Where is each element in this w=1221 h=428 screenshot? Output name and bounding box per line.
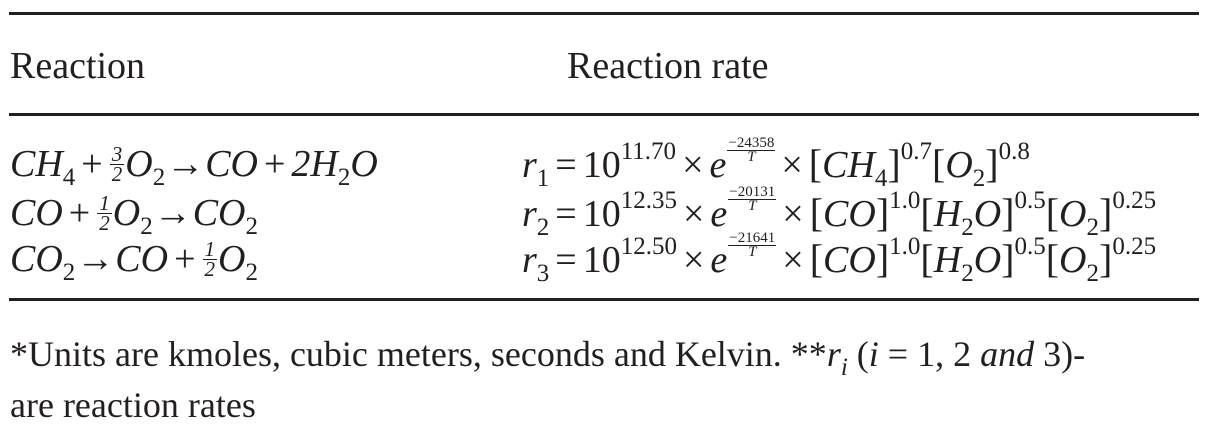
- reaction-1: CH4 +3 2 O2→CO +2H2O: [10, 141, 378, 191]
- table-footnote: *Units are kmoles, cubic meters, seconds…: [10, 334, 1086, 425]
- top-rule: [9, 12, 1199, 15]
- header-rule: [9, 113, 1199, 116]
- reaction-2: CO +1 2 O2→CO2: [10, 190, 258, 240]
- reaction-rate-3: r3 = 1012.50 × e −21641 T × [CO]1.0[H2O]0.5[O2]0…: [522, 230, 1157, 288]
- column-header-reaction: Reaction: [10, 45, 146, 87]
- reaction-3: CO2→CO +1 2 O2: [10, 236, 258, 286]
- bottom-rule: [9, 298, 1199, 301]
- footnote-line-2: are reaction rates: [10, 385, 256, 425]
- reaction-rate-1: r1 = 1011.70 × e −24358 T × [CH4]0.7[O2]0.8: [522, 135, 1030, 193]
- reaction-rate-2: r2 = 1012.35 × e −20131 T × [CO]1.0[H2O]0.5[O2]0…: [522, 184, 1157, 242]
- column-header-reaction-rate: Reaction rate: [567, 45, 769, 87]
